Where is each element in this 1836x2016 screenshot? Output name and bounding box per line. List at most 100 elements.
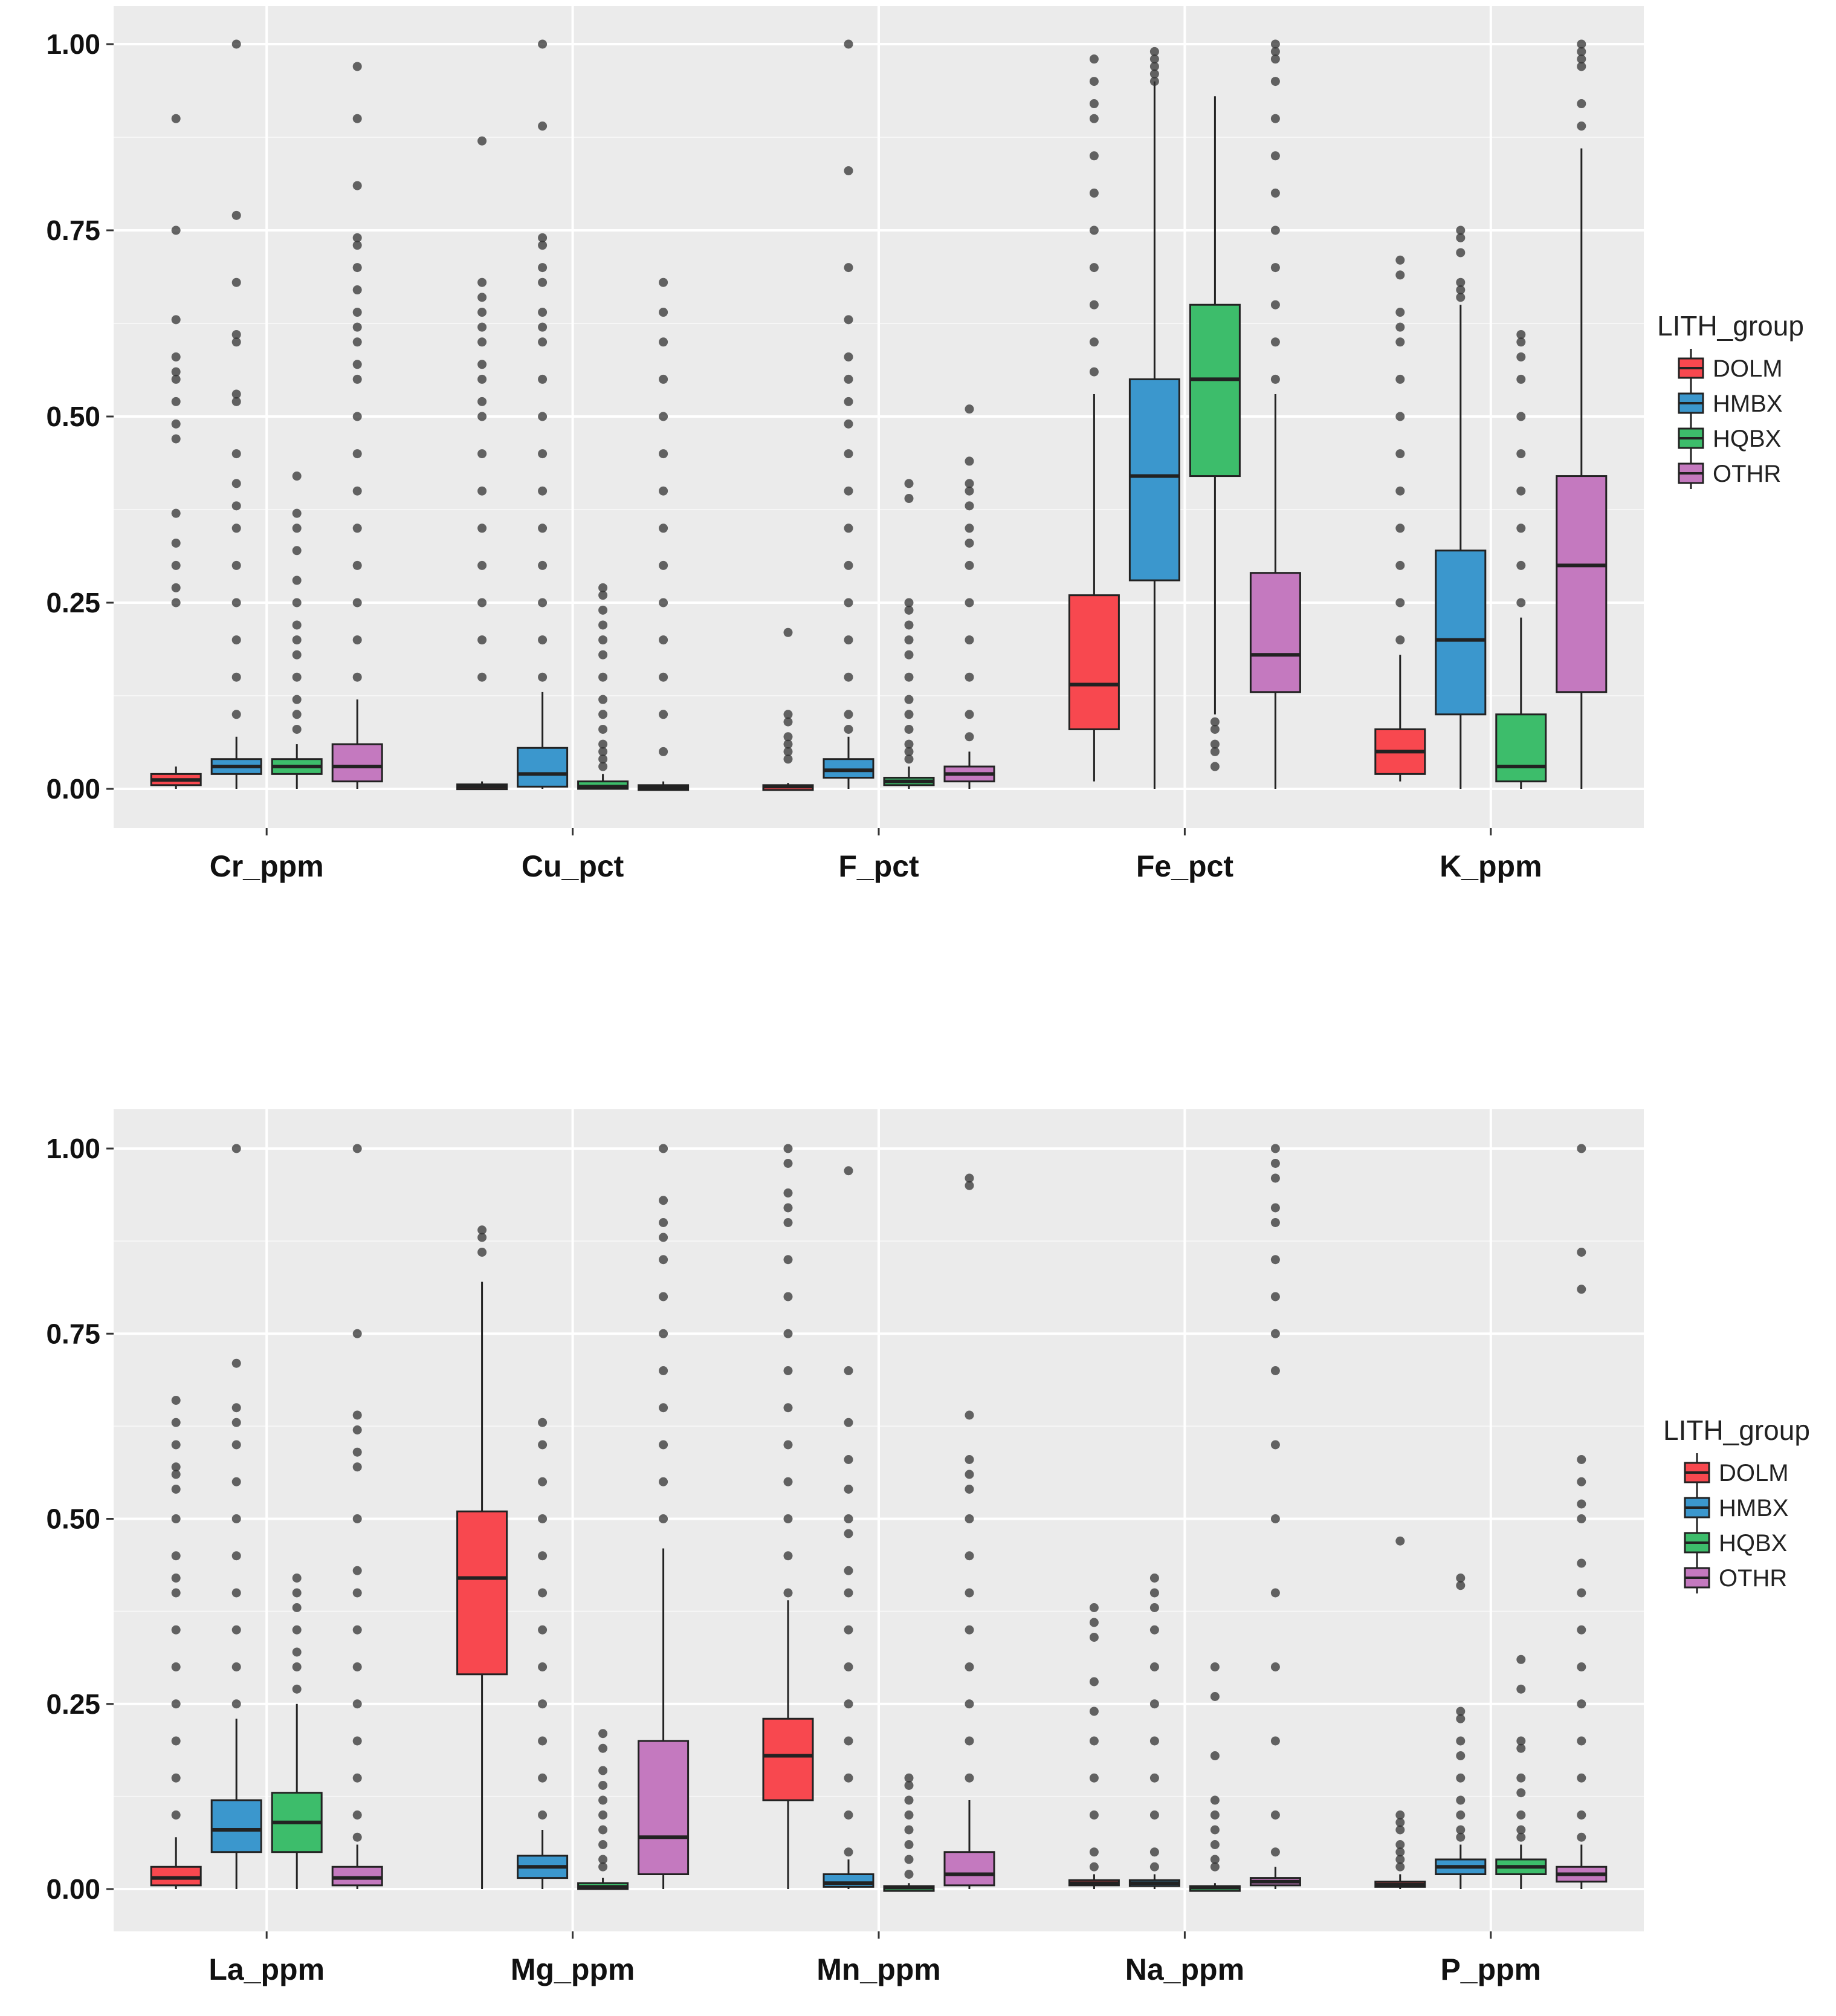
- outlier-point: [1149, 1699, 1159, 1709]
- outlier-point: [538, 1588, 548, 1598]
- outlier-point: [659, 337, 668, 347]
- outlier-point: [844, 1455, 853, 1464]
- outlier-point: [1456, 285, 1466, 295]
- box-othr: [1556, 475, 1608, 693]
- outlier-point: [1395, 255, 1405, 265]
- outlier-point: [844, 1166, 853, 1176]
- outlier-point: [844, 486, 853, 496]
- outlier-point: [171, 1462, 181, 1472]
- outlier-point: [292, 672, 302, 682]
- outlier-point: [1210, 1795, 1220, 1805]
- outlier-point: [904, 672, 914, 682]
- outlier-point: [844, 1773, 853, 1783]
- outlier-point: [598, 1781, 608, 1790]
- outlier-point: [231, 39, 241, 49]
- outlier-point: [1149, 1810, 1159, 1820]
- outlier-point: [1577, 1285, 1586, 1294]
- outlier-point: [538, 1418, 548, 1427]
- outlier-point: [231, 1514, 241, 1523]
- outlier-point: [1456, 1736, 1466, 1746]
- outlier-point: [1395, 308, 1405, 317]
- outlier-point: [1149, 1588, 1159, 1598]
- outlier-point: [352, 1736, 362, 1746]
- outlier-point: [1577, 1477, 1586, 1486]
- outlier-point: [1577, 1832, 1586, 1842]
- outlier-point: [1577, 122, 1586, 131]
- outlier-point: [1516, 1684, 1526, 1694]
- outlier-point: [538, 308, 548, 317]
- outlier-point: [659, 672, 668, 682]
- outlier-point: [352, 233, 362, 242]
- outlier-point: [1149, 1662, 1159, 1671]
- outlier-point: [844, 560, 853, 570]
- outlier-point: [1210, 717, 1220, 727]
- outlier-point: [1270, 1366, 1280, 1375]
- box-hqbx: [1495, 713, 1547, 783]
- outlier-point: [352, 523, 362, 533]
- outlier-point: [1577, 1773, 1586, 1783]
- outlier-point: [783, 1551, 793, 1561]
- box-othr: [943, 1851, 995, 1887]
- outlier-point: [598, 762, 608, 771]
- outlier-point: [477, 1225, 487, 1235]
- outlier-point: [1270, 1662, 1280, 1671]
- outlier-point: [965, 1455, 974, 1464]
- outlier-point: [904, 1795, 914, 1805]
- outlier-point: [659, 1477, 668, 1486]
- outlier-point: [844, 1529, 853, 1538]
- outlier-point: [965, 1470, 974, 1479]
- outlier-point: [231, 710, 241, 719]
- outlier-point: [352, 1662, 362, 1671]
- outlier-point: [1210, 747, 1220, 756]
- outlier-point: [1089, 188, 1099, 198]
- outlier-point: [904, 620, 914, 630]
- outlier-point: [352, 1410, 362, 1420]
- outlier-point: [844, 1485, 853, 1494]
- outlier-point: [477, 322, 487, 332]
- outlier-point: [1456, 293, 1466, 302]
- outlier-point: [598, 1810, 608, 1820]
- outlier-point: [659, 449, 668, 459]
- box-hmbx: [210, 1799, 262, 1853]
- x-tick-label: Na_ppm: [1125, 1953, 1244, 1986]
- outlier-point: [844, 1588, 853, 1598]
- outlier-point: [598, 635, 608, 645]
- outlier-point: [783, 710, 793, 719]
- outlier-point: [352, 1329, 362, 1338]
- legend: LITH_group DOLM HMBX HQBX OTHR: [1663, 1415, 1810, 1593]
- outlier-point: [1456, 1581, 1466, 1590]
- outlier-point: [965, 538, 974, 548]
- outlier-point: [1270, 54, 1280, 64]
- outlier-point: [352, 560, 362, 570]
- outlier-point: [965, 1736, 974, 1746]
- outlier-point: [783, 717, 793, 727]
- outlier-point: [1516, 523, 1526, 533]
- outlier-point: [783, 747, 793, 756]
- outlier-point: [538, 374, 548, 384]
- box-hmbx: [823, 1873, 874, 1888]
- outlier-point: [1270, 1847, 1280, 1857]
- outlier-point: [598, 747, 608, 756]
- outlier-point: [1089, 1706, 1099, 1716]
- outlier-point: [477, 337, 487, 347]
- outlier-point: [538, 241, 548, 250]
- outlier-point: [171, 1440, 181, 1450]
- outlier-point: [1577, 1736, 1586, 1746]
- outlier-point: [352, 285, 362, 295]
- outlier-point: [783, 1218, 793, 1227]
- outlier-point: [1089, 300, 1099, 310]
- outlier-point: [352, 374, 362, 384]
- legend-label: HQBX: [1713, 426, 1781, 452]
- outlier-point: [598, 695, 608, 704]
- outlier-point: [1395, 560, 1405, 570]
- outlier-point: [538, 1440, 548, 1450]
- outlier-point: [1270, 263, 1280, 273]
- outlier-point: [965, 710, 974, 719]
- outlier-point: [477, 672, 487, 682]
- outlier-point: [659, 1233, 668, 1242]
- outlier-point: [598, 583, 608, 592]
- outlier-point: [171, 397, 181, 406]
- outlier-point: [598, 1840, 608, 1849]
- outlier-point: [844, 635, 853, 645]
